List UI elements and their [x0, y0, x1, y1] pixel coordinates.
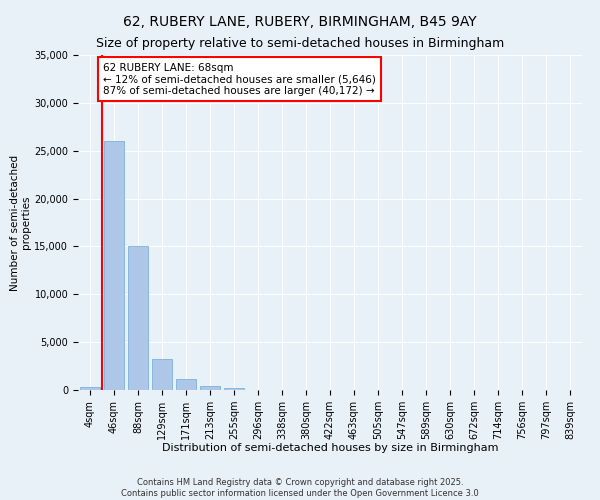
Text: 62, RUBERY LANE, RUBERY, BIRMINGHAM, B45 9AY: 62, RUBERY LANE, RUBERY, BIRMINGHAM, B45… — [123, 15, 477, 29]
Bar — [224, 388, 244, 390]
Bar — [176, 380, 196, 390]
Text: Size of property relative to semi-detached houses in Birmingham: Size of property relative to semi-detach… — [96, 38, 504, 51]
X-axis label: Distribution of semi-detached houses by size in Birmingham: Distribution of semi-detached houses by … — [162, 444, 498, 454]
Bar — [80, 387, 100, 390]
Text: Contains HM Land Registry data © Crown copyright and database right 2025.
Contai: Contains HM Land Registry data © Crown c… — [121, 478, 479, 498]
Bar — [128, 246, 148, 390]
Y-axis label: Number of semi-detached
properties: Number of semi-detached properties — [10, 154, 31, 290]
Bar — [152, 360, 172, 390]
Text: 62 RUBERY LANE: 68sqm
← 12% of semi-detached houses are smaller (5,646)
87% of s: 62 RUBERY LANE: 68sqm ← 12% of semi-deta… — [103, 62, 376, 96]
Bar — [200, 386, 220, 390]
Bar — [104, 141, 124, 390]
